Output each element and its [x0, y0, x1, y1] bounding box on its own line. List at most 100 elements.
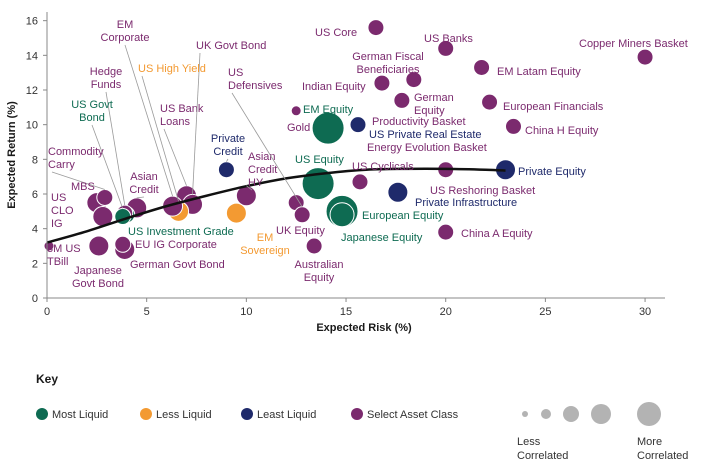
key-label-least-liquid: Least Liquid: [257, 409, 316, 421]
label-china-a-equity: China A Equity: [461, 228, 533, 240]
bubble-japanese-equity: [329, 202, 355, 228]
y-tick-label: 0: [32, 293, 38, 305]
label-line: EM: [117, 19, 134, 31]
key-label-select-asset-class: Select Asset Class: [367, 409, 459, 421]
label-line: Defensives: [228, 80, 283, 92]
label-line: US Reshoring Basket: [430, 185, 535, 197]
label-us-banks: US Banks: [424, 33, 473, 45]
x-axis-title: Expected Risk (%): [316, 322, 412, 334]
label-line: US: [51, 192, 66, 204]
label-line: HY: [248, 177, 264, 189]
label-line: UK Equity: [276, 225, 325, 237]
label-us-equity: US Equity: [295, 154, 344, 166]
label-line: Bond: [79, 112, 105, 124]
label-em-equity: EM Equity: [303, 104, 354, 116]
label-line: US Investment Grade: [128, 226, 234, 238]
label-european-financials: European Financials: [503, 101, 604, 113]
bubble-em-sovereign: [225, 202, 247, 224]
key-label-most-liquid: Most Liquid: [52, 409, 108, 421]
label-us-govt-bond: US Govt Bond: [71, 99, 113, 124]
label-line: US: [228, 67, 243, 79]
label-asian-credit: Asian Credit: [129, 171, 158, 196]
label-indian-equity: Indian Equity: [302, 81, 366, 93]
label-commodity-carry: Commodity Carry: [48, 146, 104, 171]
y-tick-label: 10: [26, 120, 38, 132]
bubble-em-equity: [311, 111, 345, 145]
label-line: Gold: [287, 122, 310, 134]
leader-line: [192, 52, 201, 195]
key-label-less-liquid: Less Liquid: [156, 409, 212, 421]
label-line: UK Govt Bond: [196, 40, 266, 52]
label-line: China H Equity: [525, 125, 599, 137]
label-japanese-govt-bond: Japanese Govt Bond: [72, 265, 124, 290]
label-german-govt-bond: German Govt Bond: [130, 259, 225, 271]
label-private-infrastructure: Private Infrastructure: [415, 197, 517, 209]
label-line: Credit: [248, 164, 277, 176]
label-line: Asian: [130, 171, 158, 183]
label-line: US High Yield: [138, 63, 206, 75]
label-hedge-funds: Hedge Funds: [90, 66, 122, 91]
label-line: US Bank: [160, 103, 204, 115]
label-line: German Govt Bond: [130, 259, 225, 271]
label-em-corporate: EM Corporate: [101, 19, 150, 44]
label-gold: Gold: [287, 122, 310, 134]
label-line: German Fiscal: [352, 51, 424, 63]
bubble-gold: [290, 105, 302, 117]
label-asian-credit-hy: Asian Credit HY: [248, 151, 277, 189]
label-line: Equity: [304, 272, 335, 284]
leader-line: [136, 196, 145, 199]
y-tick-label: 14: [26, 50, 38, 62]
label-us-high-yield: US High Yield: [138, 63, 206, 75]
leader-line: [163, 128, 187, 186]
key-size-swatch: [522, 411, 528, 417]
key-swatch-select-asset-class: [351, 408, 363, 420]
label-uk-govt-bond: UK Govt Bond: [196, 40, 266, 52]
leader-line: [246, 185, 253, 191]
label-line: China A Equity: [461, 228, 533, 240]
y-tick-label: 12: [26, 85, 38, 97]
leader-line: [231, 92, 303, 208]
label-line: US Core: [315, 27, 357, 39]
bubble-commodity-carry: [96, 188, 114, 206]
label-line: German: [414, 92, 454, 104]
label-line: Hedge: [90, 66, 122, 78]
label-line: EU IG Corporate: [135, 239, 217, 251]
key-size-swatch: [563, 406, 579, 422]
y-axis-title: Expected Return (%): [6, 101, 18, 209]
label-line: Australian: [295, 259, 344, 271]
label-private-equity: Private Equity: [518, 166, 586, 178]
label-line: Correlated: [637, 450, 688, 462]
bubble-australian-equity: [305, 237, 323, 255]
axes: 0 5 10 15 20 25 30 0 2 4 6 8 10 12 14 16 Expected Risk (…: [6, 12, 665, 334]
label-line: European Financials: [503, 101, 604, 113]
x-tick-label: 0: [44, 306, 50, 318]
label-european-equity: European Equity: [362, 210, 444, 222]
label-us-reshoring-basket: US Reshoring Basket: [430, 185, 535, 197]
bubble-china-a-equity: [437, 223, 455, 241]
label-em-latam-equity: EM Latam Equity: [497, 66, 581, 78]
label-line: Commodity: [48, 146, 104, 158]
leader-line: [226, 158, 229, 162]
x-tick-label: 15: [340, 306, 352, 318]
y-tick-label: 16: [26, 16, 38, 28]
label-line: TBill: [47, 256, 68, 268]
key-swatch-less-liquid: [140, 408, 152, 420]
label-us-cyclicals: US Cyclicals: [352, 161, 414, 173]
key-size-swatch: [591, 404, 611, 424]
y-tick-label: 8: [32, 154, 38, 166]
label-line: US Banks: [424, 33, 473, 45]
label-line: Equity: [414, 105, 445, 117]
label-line: Energy Evolution Basket: [367, 142, 487, 154]
x-tick-label: 25: [539, 306, 551, 318]
label-line: IG: [51, 218, 63, 230]
label-em-sovereign: EM Sovereign: [240, 232, 290, 257]
frontier-curve: [46, 167, 506, 244]
label-line: MBS: [71, 181, 95, 193]
label-line: US Cyclicals: [352, 161, 414, 173]
label-uk-equity: UK Equity: [276, 225, 325, 237]
bubble-private-credit: [217, 161, 235, 179]
label-line: Carry: [48, 159, 75, 171]
label-line: Productivity Basket: [372, 116, 466, 128]
x-tick-label: 5: [144, 306, 150, 318]
label-us-private-real-estate: US Private Real Estate: [369, 129, 482, 141]
